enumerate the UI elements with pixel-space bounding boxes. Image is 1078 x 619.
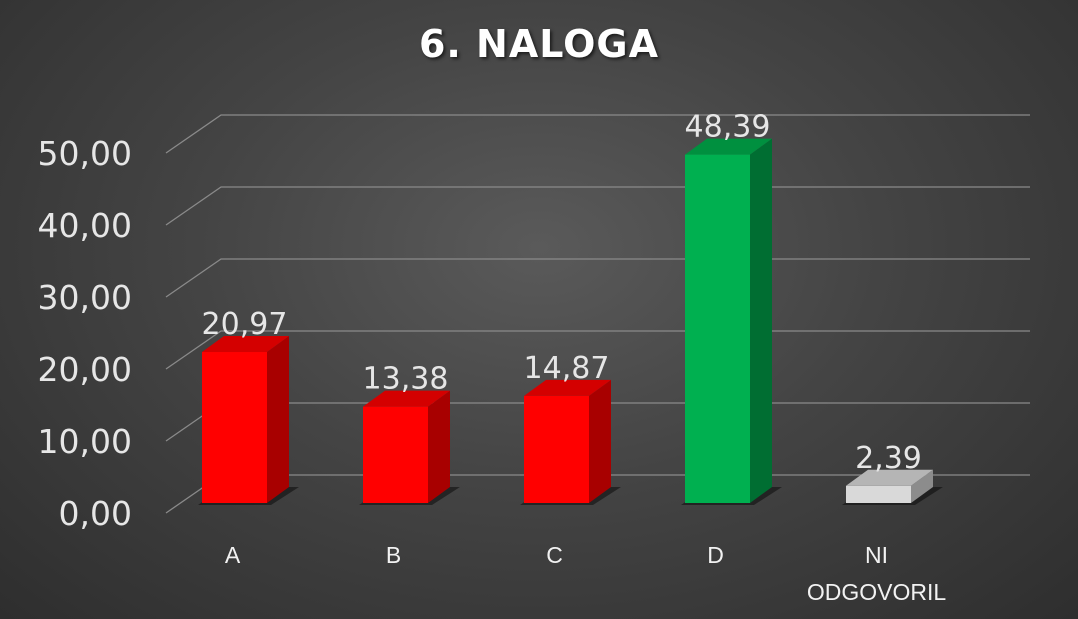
bar-3 <box>685 154 750 504</box>
bar-top-1 <box>363 390 450 407</box>
y-tick-label-5: 50,00 <box>38 134 132 173</box>
y-tick-label-2: 20,00 <box>38 350 132 389</box>
data-label-2: 14,87 <box>524 351 610 386</box>
data-label-0: 20,97 <box>202 307 288 342</box>
y-tick-label-1: 10,00 <box>38 422 132 461</box>
bar-4 <box>846 485 911 503</box>
category-label-2: C <box>546 542 563 568</box>
gridline-4 <box>165 186 1030 226</box>
data-label-4: 2,39 <box>855 441 922 476</box>
chart-title: 6. NALOGA <box>418 22 660 66</box>
y-tick-label-0: 0,00 <box>59 494 132 533</box>
gridline-5 <box>165 114 1030 154</box>
y-tick-label-4: 40,00 <box>38 206 132 245</box>
bar-2 <box>524 395 589 503</box>
bar-side-4 <box>911 469 933 503</box>
bar-side-0 <box>267 336 289 503</box>
gridline-3 <box>165 258 1030 298</box>
bar-side-3 <box>750 138 772 504</box>
bar-top-4 <box>846 469 933 486</box>
bar-top-2 <box>524 379 611 396</box>
bar-side-1 <box>428 390 450 503</box>
category-label-1: B <box>386 542 401 568</box>
category-label-4-0: NI <box>865 542 888 568</box>
bars <box>202 138 933 504</box>
bar-top-0 <box>202 336 289 353</box>
category-label-4-1: ODGOVORIL <box>807 579 947 605</box>
y-tick-label-3: 30,00 <box>38 278 132 317</box>
bar-1 <box>363 406 428 503</box>
bar-side-2 <box>589 379 611 503</box>
data-label-3: 48,39 <box>685 110 771 145</box>
labels: 0,00 10,00 20,00 30,00 40,00 50,00 20,97 A 13,38… <box>38 110 947 605</box>
bar-0 <box>202 352 267 503</box>
category-label-0: A <box>225 542 241 568</box>
data-label-1: 13,38 <box>363 362 449 397</box>
bar-top-3 <box>685 138 772 155</box>
category-label-3: D <box>707 542 724 568</box>
